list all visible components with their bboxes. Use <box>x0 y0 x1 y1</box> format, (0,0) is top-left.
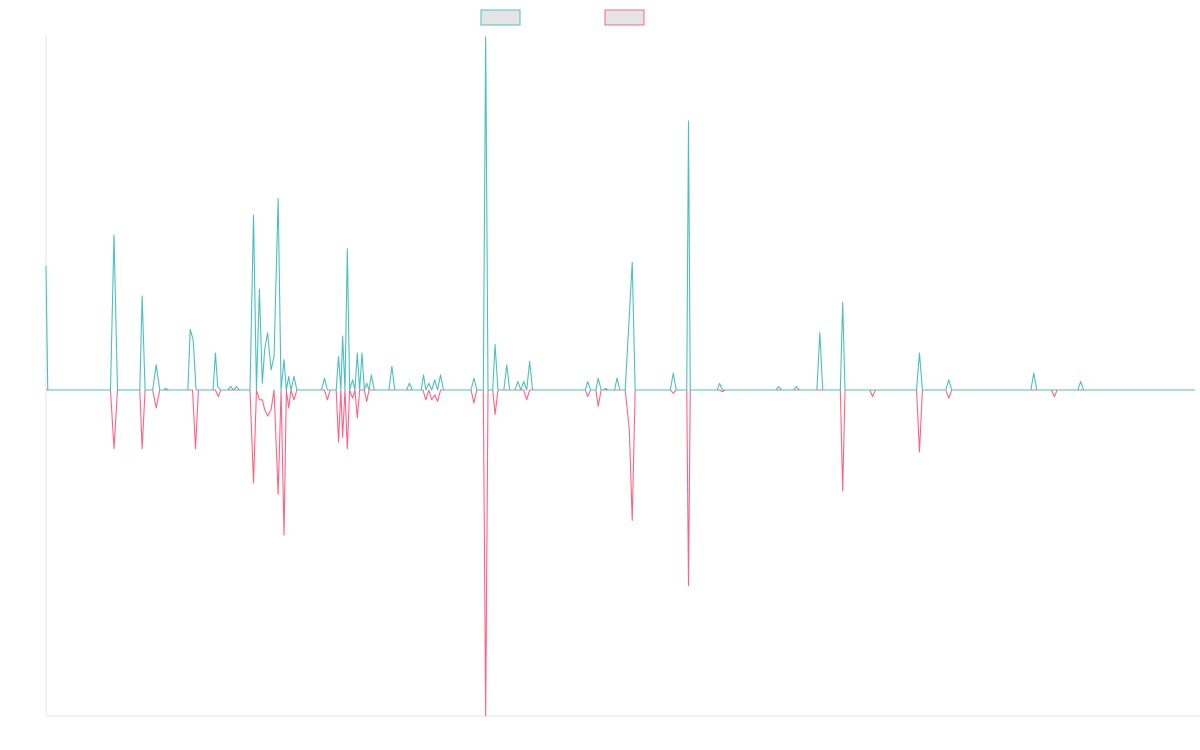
series-layer <box>45 36 1195 717</box>
series-line-1 <box>45 36 1195 391</box>
legend-swatch-series-2[interactable] <box>604 9 645 26</box>
axes <box>45 35 1200 717</box>
series-line-2 <box>46 389 1195 717</box>
legend-swatch-series-1[interactable] <box>480 9 521 26</box>
legend[interactable] <box>480 9 645 26</box>
